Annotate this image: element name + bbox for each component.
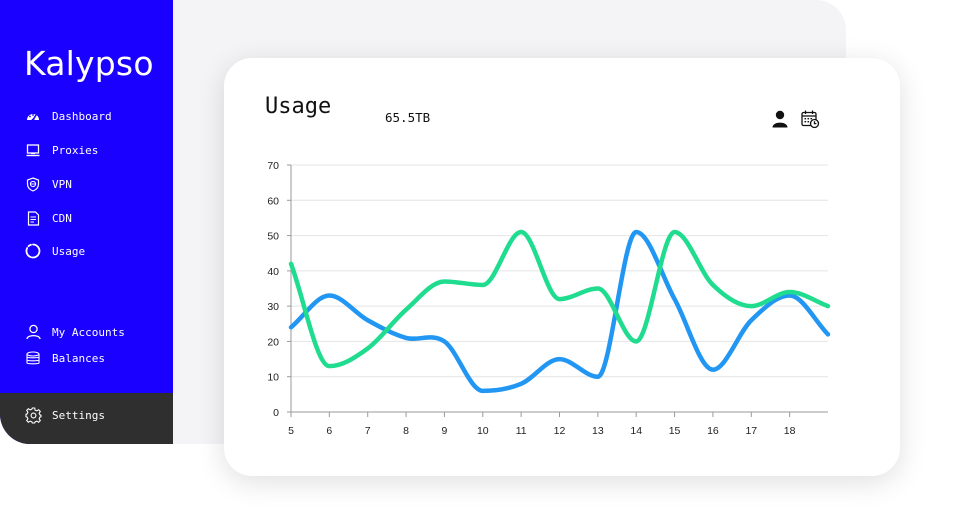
sidebar-item-label: Usage [52, 244, 86, 258]
sidebar-item-balances[interactable]: Balances [24, 348, 105, 368]
sidebar-item-label: Dashboard [52, 109, 112, 123]
y-tick-label: 50 [267, 231, 279, 243]
x-tick-label: 11 [516, 425, 527, 437]
x-tick-label: 14 [630, 425, 642, 437]
x-tick-label: 10 [477, 425, 489, 437]
sidebar-item-label: Settings [52, 408, 105, 422]
sidebar-item-label: Balances [52, 351, 105, 365]
y-tick-label: 60 [267, 195, 279, 207]
y-tick-label: 20 [267, 336, 279, 348]
sidebar-item-cdn[interactable]: CDN [24, 208, 72, 228]
x-tick-label: 6 [326, 425, 332, 437]
y-tick-label: 0 [273, 407, 279, 419]
y-tick-label: 40 [267, 266, 279, 278]
sidebar-item-settings[interactable]: Settings [24, 405, 105, 425]
sidebar-item-dashboard[interactable]: Dashboard [24, 106, 112, 126]
sidebar-item-label: Proxies [52, 143, 99, 157]
page-title: Usage [265, 94, 332, 119]
sidebar-item-my-accounts[interactable]: My Accounts [24, 322, 125, 342]
usage-card: Usage 65.5TB 0 10 20 30 40 50 60 70 5 6 7 8 9 10 11 12 1… [224, 58, 900, 476]
x-tick-label: 7 [365, 425, 371, 437]
usage-line-chart: 0 10 20 30 40 50 60 70 5 6 7 8 9 10 11 12 13 14 15 16 17 18 [267, 160, 831, 437]
user-outline-icon [24, 323, 42, 341]
x-tick-label: 18 [784, 425, 796, 437]
y-tick-label: 70 [267, 160, 279, 172]
app-logo: Kalypso [24, 44, 154, 83]
x-tick-label: 17 [745, 425, 757, 437]
x-tick-label: 12 [554, 425, 566, 437]
y-tick-label: 30 [267, 301, 279, 313]
sidebar-item-label: My Accounts [52, 325, 125, 339]
gear-icon [24, 406, 42, 424]
dashboard-gauge-icon [24, 107, 42, 125]
cdn-document-icon [24, 209, 42, 227]
usage-ring-icon [24, 242, 42, 260]
calendar-clock-icon[interactable] [800, 109, 820, 129]
sidebar-item-label: CDN [52, 211, 72, 225]
usage-total: 65.5TB [385, 110, 431, 125]
shield-icon [24, 175, 42, 193]
x-tick-label: 5 [288, 425, 294, 437]
series-line-1 [288, 229, 831, 394]
x-tick-label: 15 [669, 425, 681, 437]
sidebar-item-label: VPN [52, 177, 72, 191]
y-tick-label: 10 [267, 372, 279, 384]
x-tick-label: 13 [592, 425, 604, 437]
x-tick-label: 8 [403, 425, 409, 437]
monitor-icon [24, 141, 42, 159]
sidebar-item-proxies[interactable]: Proxies [24, 140, 98, 160]
sidebar-item-vpn[interactable]: VPN [24, 174, 72, 194]
x-tick-label: 16 [707, 425, 719, 437]
coins-stack-icon [24, 349, 42, 367]
settings-bar: Settings [0, 393, 173, 444]
user-icon[interactable] [770, 109, 790, 129]
x-tick-label: 9 [442, 425, 448, 437]
sidebar: Kalypso Dashboard Proxies VPN CDN Usage [0, 0, 173, 444]
sidebar-item-usage[interactable]: Usage [24, 241, 85, 261]
series-line-2 [288, 229, 831, 369]
